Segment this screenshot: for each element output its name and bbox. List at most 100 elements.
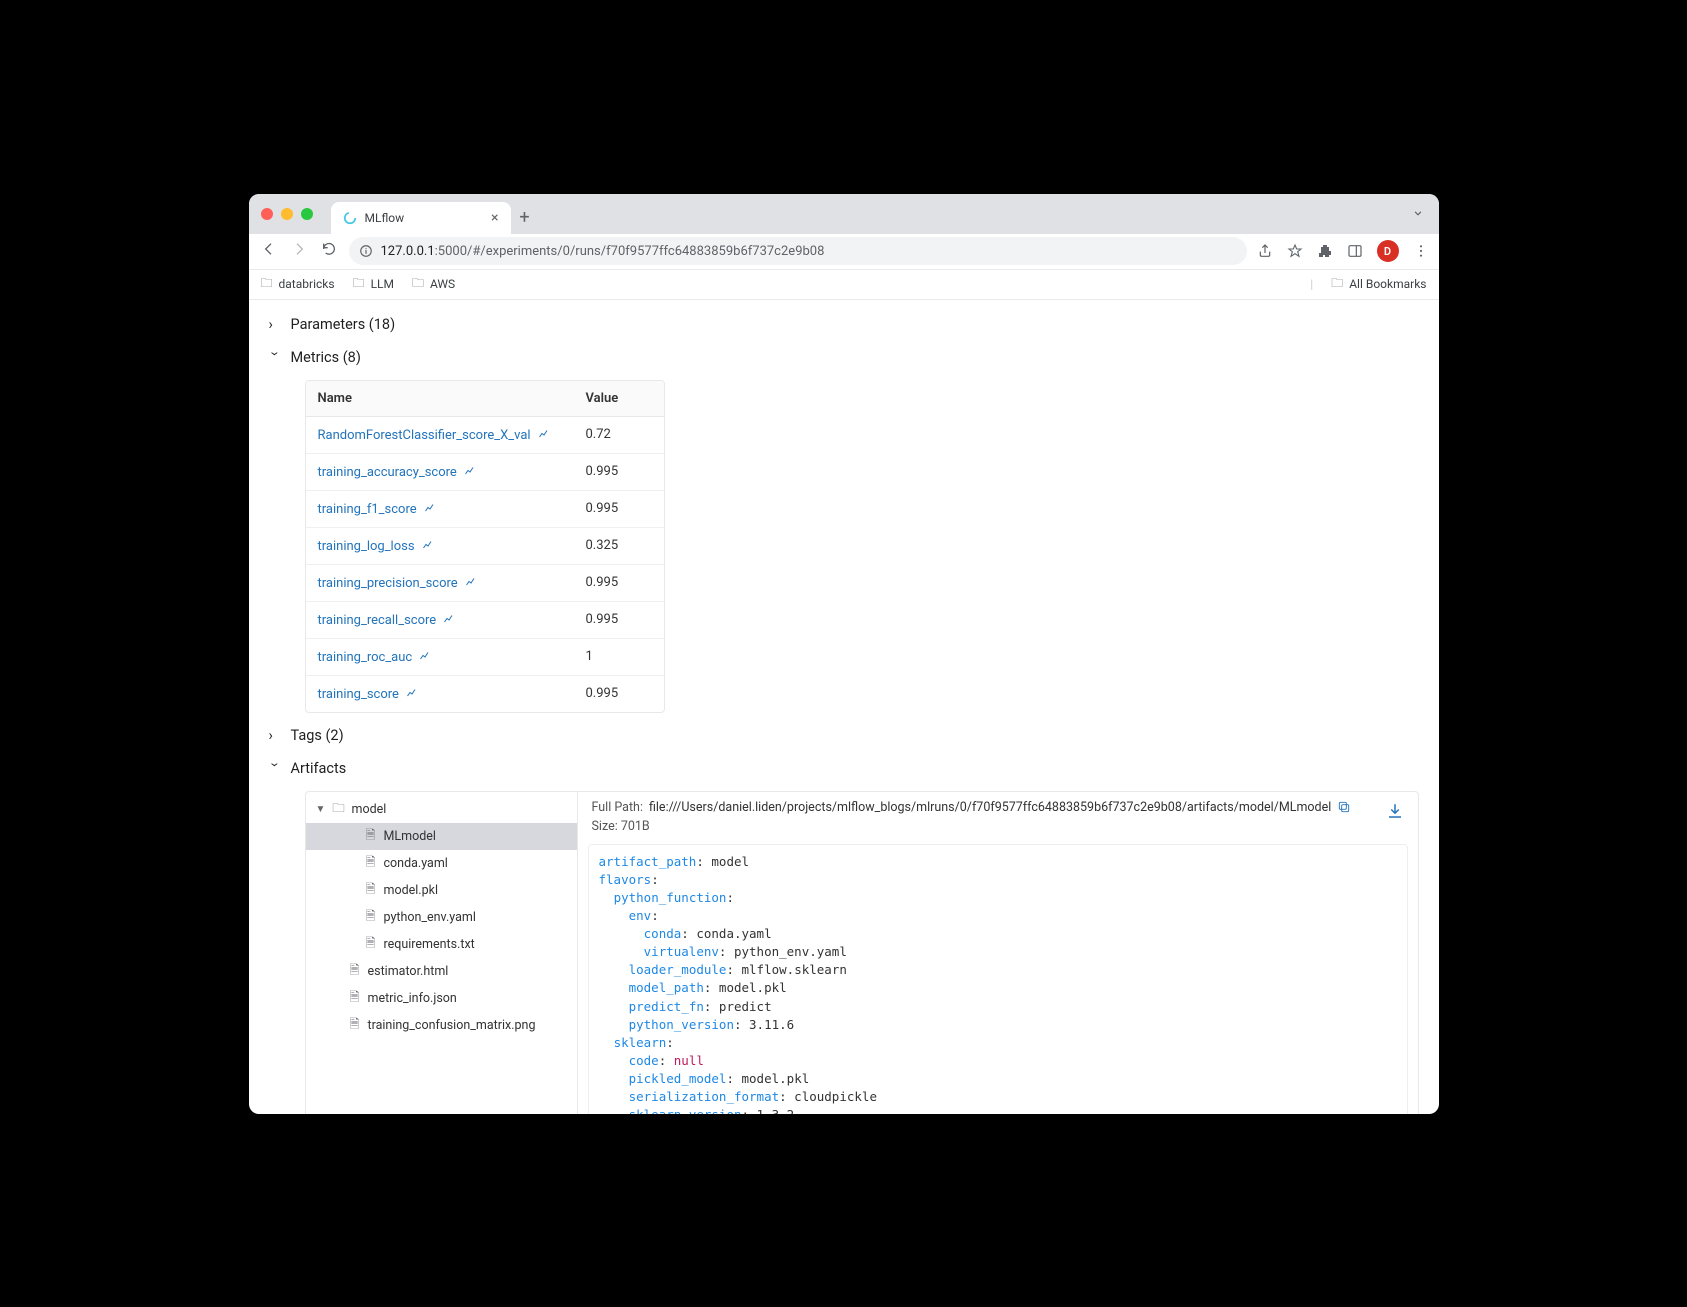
tree-label: MLmodel	[384, 829, 436, 844]
metric-link[interactable]: training_precision_score	[318, 576, 458, 591]
file-icon: 🗎	[364, 880, 378, 901]
tree-file[interactable]: 🗎MLmodel	[306, 823, 577, 850]
folder-icon: 🗀	[353, 274, 365, 295]
section-parameters[interactable]: › Parameters (18)	[249, 308, 1439, 341]
profile-avatar[interactable]: D	[1377, 240, 1399, 262]
file-icon: 🗎	[364, 934, 378, 955]
section-tags[interactable]: › Tags (2)	[249, 719, 1439, 752]
metric-link[interactable]: training_score	[318, 687, 399, 702]
section-title: Tags (2)	[291, 727, 344, 744]
download-icon[interactable]	[1386, 802, 1404, 820]
full-path-label: Full Path:	[592, 800, 643, 815]
metric-value: 0.995	[574, 491, 664, 527]
close-window-button[interactable]	[261, 208, 273, 220]
toolbar-right: D	[1257, 240, 1429, 262]
artifacts-panel: ▼🗀model🗎MLmodel🗎conda.yaml🗎model.pkl🗎pyt…	[305, 791, 1419, 1114]
chart-icon[interactable]	[422, 538, 434, 550]
extensions-icon[interactable]	[1317, 243, 1333, 259]
section-metrics[interactable]: › Metrics (8)	[249, 341, 1439, 374]
metric-value: 1	[574, 639, 664, 675]
tree-label: model	[352, 802, 387, 817]
section-artifacts[interactable]: › Artifacts	[249, 752, 1439, 785]
tree-label: model.pkl	[384, 883, 439, 898]
forward-icon	[291, 241, 307, 257]
bookmark-item[interactable]: 🗀databricks	[261, 274, 335, 295]
chart-icon[interactable]	[538, 427, 550, 439]
tree-file[interactable]: 🗎 metric_info.json	[306, 985, 577, 1012]
tab-title: MLflow	[365, 211, 484, 225]
chart-icon[interactable]	[419, 649, 431, 661]
chevron-down-icon: ›	[266, 762, 283, 774]
tree-file[interactable]: 🗎python_env.yaml	[306, 904, 577, 931]
metric-value: 0.72	[574, 417, 664, 453]
metric-value: 0.995	[574, 565, 664, 601]
chart-icon[interactable]	[464, 464, 476, 476]
tabs-overflow-icon[interactable]	[1411, 206, 1425, 220]
tree-label: conda.yaml	[384, 856, 448, 871]
kebab-menu-icon[interactable]	[1413, 243, 1429, 259]
minimize-window-button[interactable]	[281, 208, 293, 220]
full-path-value: file:///Users/daniel.liden/projects/mlfl…	[649, 800, 1331, 815]
tree-file[interactable]: 🗎 model.pkl	[306, 877, 577, 904]
reload-button[interactable]	[319, 241, 339, 261]
section-title: Artifacts	[291, 760, 347, 777]
artifact-code-viewer[interactable]: artifact_path: model flavors: python_fun…	[588, 844, 1408, 1114]
bookmark-star-icon[interactable]	[1287, 243, 1303, 259]
tree-file[interactable]: 🗎training_confusion_matrix.png	[306, 1012, 577, 1039]
metric-link[interactable]: training_f1_score	[318, 502, 417, 517]
address-bar[interactable]: 127.0.0.1:5000/#/experiments/0/runs/f70f…	[349, 237, 1247, 265]
artifact-viewer: Full Path: file:///Users/daniel.liden/pr…	[578, 792, 1418, 1114]
artifact-viewer-header: Full Path: file:///Users/daniel.liden/pr…	[578, 792, 1418, 838]
chart-icon[interactable]	[465, 575, 477, 587]
col-value-header: Value	[574, 381, 664, 416]
forward-button[interactable]	[289, 241, 309, 261]
close-tab-icon[interactable]: ×	[491, 210, 498, 226]
folder-icon: 🗀	[1331, 274, 1343, 295]
metric-link[interactable]: training_recall_score	[318, 613, 437, 628]
metric-link[interactable]: training_roc_auc	[318, 650, 413, 665]
metric-link[interactable]: training_accuracy_score	[318, 465, 457, 480]
page-content: › Parameters (18) › Metrics (8) Name Val…	[249, 300, 1439, 1114]
file-icon: 🗎	[364, 853, 378, 874]
metrics-table: Name Value RandomForestClassifier_score_…	[305, 380, 665, 713]
metrics-row: RandomForestClassifier_score_X_val 0.72	[306, 417, 664, 454]
file-icon: 🗎	[348, 988, 362, 1009]
tree-file[interactable]: 🗎estimator.html	[306, 958, 577, 985]
chart-icon[interactable]	[424, 501, 436, 513]
sidepanel-icon[interactable]	[1347, 243, 1363, 259]
back-button[interactable]	[259, 241, 279, 261]
chart-icon[interactable]	[443, 612, 455, 624]
browser-tab[interactable]: MLflow ×	[331, 202, 511, 234]
metric-value: 0.995	[574, 454, 664, 490]
col-name-header: Name	[306, 381, 574, 416]
tree-label: requirements.txt	[384, 937, 475, 952]
all-bookmarks-button[interactable]: 🗀All Bookmarks	[1331, 274, 1426, 295]
metric-value: 0.325	[574, 528, 664, 564]
tree-folder[interactable]: ▼🗀model	[306, 796, 577, 823]
copy-path-icon[interactable]	[1337, 800, 1351, 814]
tree-label: metric_info.json	[368, 991, 457, 1006]
site-info-icon[interactable]	[359, 244, 373, 258]
bookmark-label: LLM	[371, 277, 394, 291]
metric-value: 0.995	[574, 676, 664, 712]
tree-file[interactable]: 🗎 conda.yaml	[306, 850, 577, 877]
disclosure-triangle-icon[interactable]: ▼	[316, 804, 326, 815]
file-icon: 🗎	[364, 907, 378, 928]
bookmark-item[interactable]: 🗀AWS	[412, 274, 455, 295]
browser-toolbar: 127.0.0.1:5000/#/experiments/0/runs/f70f…	[249, 234, 1439, 270]
bookmark-item[interactable]: 🗀 LLM	[353, 274, 394, 295]
share-icon[interactable]	[1257, 243, 1273, 259]
metrics-row: training_recall_score 0.995	[306, 602, 664, 639]
metric-link[interactable]: training_log_loss	[318, 539, 415, 554]
metric-link[interactable]: RandomForestClassifier_score_X_val	[318, 428, 531, 443]
section-title: Parameters (18)	[291, 316, 396, 333]
browser-window: MLflow × + 127.0.0.1:5000/#/experiments/…	[249, 194, 1439, 1114]
metrics-row: training_score 0.995	[306, 676, 664, 712]
new-tab-button[interactable]: +	[511, 202, 539, 234]
zoom-window-button[interactable]	[301, 208, 313, 220]
metrics-table-header: Name Value	[306, 381, 664, 417]
section-title: Metrics (8)	[291, 349, 361, 366]
tree-file[interactable]: 🗎 requirements.txt	[306, 931, 577, 958]
titlebar: MLflow × +	[249, 194, 1439, 234]
chart-icon[interactable]	[406, 686, 418, 698]
